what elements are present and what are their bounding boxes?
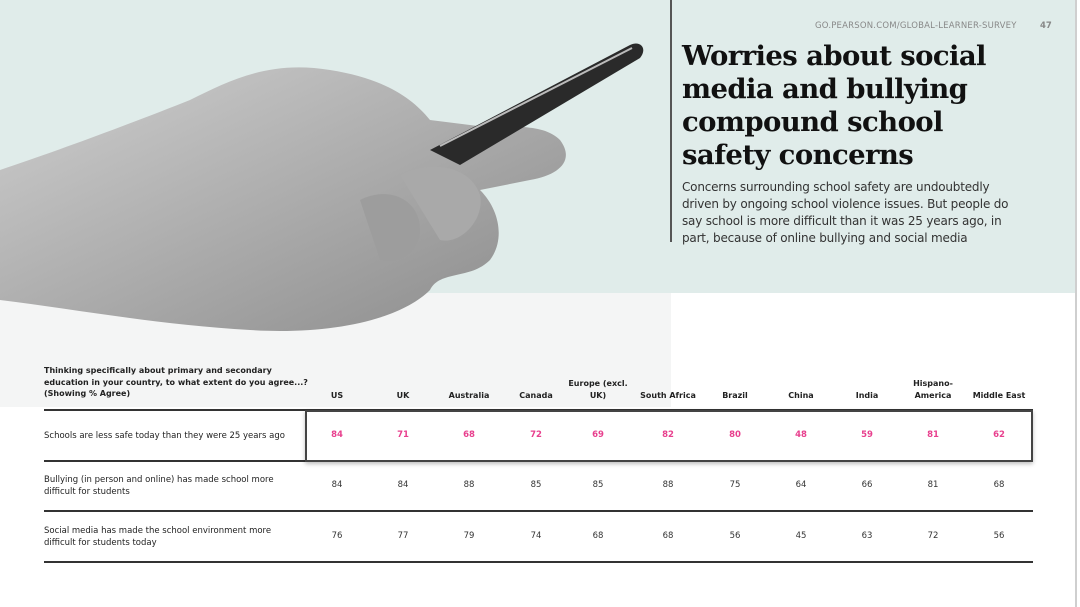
table-cell: 72: [927, 531, 939, 541]
table-cell: 75: [729, 480, 741, 490]
column-header: South Africa: [640, 390, 696, 400]
hand-holding-phone-photo: [0, 43, 644, 331]
table-cell: 81: [927, 430, 939, 440]
table-cell: 59: [861, 430, 873, 440]
table-cell: 68: [993, 480, 1005, 490]
table-cell: 64: [795, 480, 807, 490]
table-cell: 72: [530, 430, 542, 440]
page-number: 47: [1040, 21, 1052, 31]
survey-url: GO.PEARSON.COM/GLOBAL-LEARNER-SURVEY: [815, 21, 1017, 31]
table-cell: 88: [463, 480, 475, 490]
table-cell: 76: [331, 531, 343, 541]
table-cell: 68: [463, 430, 475, 440]
column-header: Canada: [519, 390, 553, 400]
divider-line: [670, 0, 672, 242]
column-header: India: [855, 390, 879, 400]
table-cell: 74: [530, 531, 542, 541]
table-cell: 71: [397, 430, 409, 440]
table-cell: 84: [397, 480, 409, 490]
column-header: Hispano-America: [913, 379, 953, 400]
table-cell: 82: [662, 430, 674, 440]
table-cell: 69: [592, 430, 604, 440]
row-label: Schools are less safe today than they we…: [44, 431, 285, 441]
column-header: Middle East: [972, 390, 1026, 400]
table-cell: 84: [331, 430, 343, 440]
intro-text: Concerns surrounding school safety are u…: [682, 180, 1009, 245]
column-header: Europe (excl. UK): [568, 379, 628, 400]
column-header: Brazil: [722, 390, 748, 400]
table-cell: 62: [993, 430, 1005, 440]
table-cell: 77: [397, 531, 409, 541]
row-divider: [44, 510, 1033, 512]
column-header: US: [330, 390, 344, 400]
table-cell: 81: [927, 480, 939, 490]
table-cell: 66: [861, 480, 873, 490]
table-cell: 84: [331, 480, 343, 490]
table-cell: 68: [592, 531, 604, 541]
table-cell: 45: [795, 531, 807, 541]
column-header: Australia: [448, 390, 490, 400]
table-cell: 79: [463, 531, 475, 541]
table-cell: 85: [592, 480, 604, 490]
row-divider: [44, 561, 1033, 563]
table-cell: 56: [993, 531, 1005, 541]
table-question: Thinking specifically about primary and …: [44, 366, 308, 398]
table-cell: 80: [729, 430, 741, 440]
row-label: Social media has made the school environ…: [44, 526, 272, 548]
table-cell: 88: [662, 480, 674, 490]
table-cell: 68: [662, 531, 674, 541]
table-cell: 85: [530, 480, 542, 490]
highlight-box: [305, 410, 1033, 462]
column-header: UK: [396, 390, 410, 400]
row-label: Bullying (in person and online) has made…: [44, 475, 274, 497]
page-title: Worries about social media and bullying …: [682, 40, 987, 171]
column-header: China: [788, 390, 814, 400]
page-edge: [1075, 0, 1077, 607]
table-cell: 48: [795, 430, 807, 440]
table-cell: 56: [729, 531, 741, 541]
table-cell: 63: [861, 531, 873, 541]
